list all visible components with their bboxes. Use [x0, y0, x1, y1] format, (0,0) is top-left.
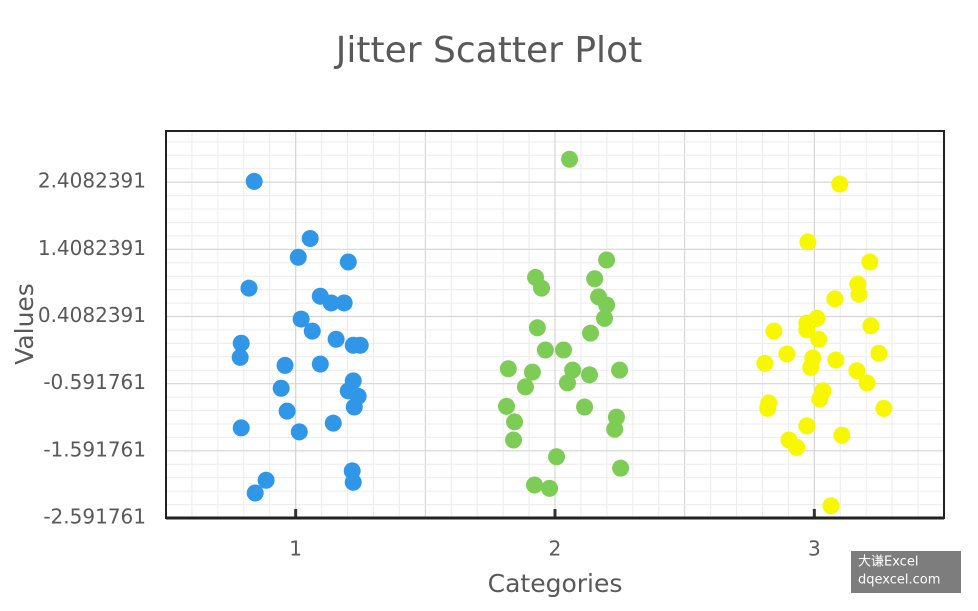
- point: [533, 279, 551, 297]
- point: [536, 341, 554, 359]
- point: [276, 356, 294, 374]
- point: [831, 175, 849, 193]
- point: [799, 233, 817, 251]
- point: [798, 417, 816, 435]
- watermark: 大谦Excel: [858, 555, 918, 570]
- point: [292, 310, 310, 328]
- point: [561, 150, 579, 168]
- point: [850, 285, 868, 303]
- x-tick-label: 1: [289, 537, 302, 561]
- point: [756, 354, 774, 372]
- point: [232, 334, 250, 352]
- point: [759, 399, 777, 417]
- point: [612, 459, 630, 477]
- point: [303, 322, 321, 340]
- point: [322, 294, 340, 312]
- point: [810, 330, 828, 348]
- x-tick-label: 3: [808, 537, 821, 561]
- y-tick-label: 1.4082391: [38, 236, 146, 260]
- point: [289, 248, 307, 266]
- point: [861, 253, 879, 271]
- point: [526, 476, 544, 494]
- point: [344, 473, 362, 491]
- point: [848, 362, 866, 380]
- point: [598, 296, 616, 314]
- point: [788, 438, 806, 456]
- point: [582, 324, 600, 342]
- watermark-box: [851, 551, 961, 593]
- point: [272, 379, 290, 397]
- y-axis-label: Values: [10, 283, 39, 365]
- point: [311, 355, 329, 373]
- point: [798, 321, 816, 339]
- point: [564, 361, 582, 379]
- point: [506, 413, 524, 431]
- point: [290, 423, 308, 441]
- point: [862, 317, 880, 335]
- point: [324, 414, 342, 432]
- point: [339, 253, 357, 271]
- point: [351, 336, 369, 354]
- point: [778, 345, 796, 363]
- y-tick-label: 0.4082391: [38, 303, 146, 327]
- point: [827, 351, 845, 369]
- point: [611, 361, 629, 379]
- point: [278, 402, 296, 420]
- watermark: dqexcel.com: [858, 573, 940, 588]
- point: [596, 309, 614, 327]
- y-tick-label: -2.591761: [43, 505, 146, 529]
- y-tick-label: 2.4082391: [38, 169, 146, 193]
- point: [576, 398, 594, 416]
- point: [833, 426, 851, 444]
- point: [541, 479, 559, 497]
- point: [580, 366, 598, 384]
- y-tick-label: -0.591761: [43, 370, 146, 394]
- point: [548, 448, 566, 466]
- point: [528, 319, 546, 337]
- point: [875, 399, 893, 417]
- point: [240, 279, 258, 297]
- point: [802, 358, 820, 376]
- point: [231, 348, 249, 366]
- point: [523, 363, 541, 381]
- point: [858, 374, 876, 392]
- point: [598, 251, 616, 269]
- point: [826, 290, 844, 308]
- x-axis-label: Categories: [488, 569, 623, 598]
- point: [558, 374, 576, 392]
- point: [246, 484, 264, 502]
- point: [822, 497, 840, 515]
- x-tick-label: 2: [549, 537, 562, 561]
- y-tick-label: -1.591761: [43, 437, 146, 461]
- point: [505, 431, 523, 449]
- point: [301, 229, 319, 247]
- point: [498, 397, 516, 415]
- point: [606, 420, 624, 438]
- point: [555, 341, 573, 359]
- point: [811, 390, 829, 408]
- point: [245, 172, 263, 190]
- point: [257, 471, 275, 489]
- chart-title: Jitter Scatter Plot: [334, 30, 642, 71]
- point: [499, 360, 517, 378]
- point: [345, 398, 363, 416]
- point: [335, 294, 353, 312]
- point: [765, 322, 783, 340]
- point: [327, 330, 345, 348]
- point: [516, 378, 534, 396]
- point: [586, 270, 604, 288]
- point: [870, 344, 888, 362]
- point: [232, 419, 250, 437]
